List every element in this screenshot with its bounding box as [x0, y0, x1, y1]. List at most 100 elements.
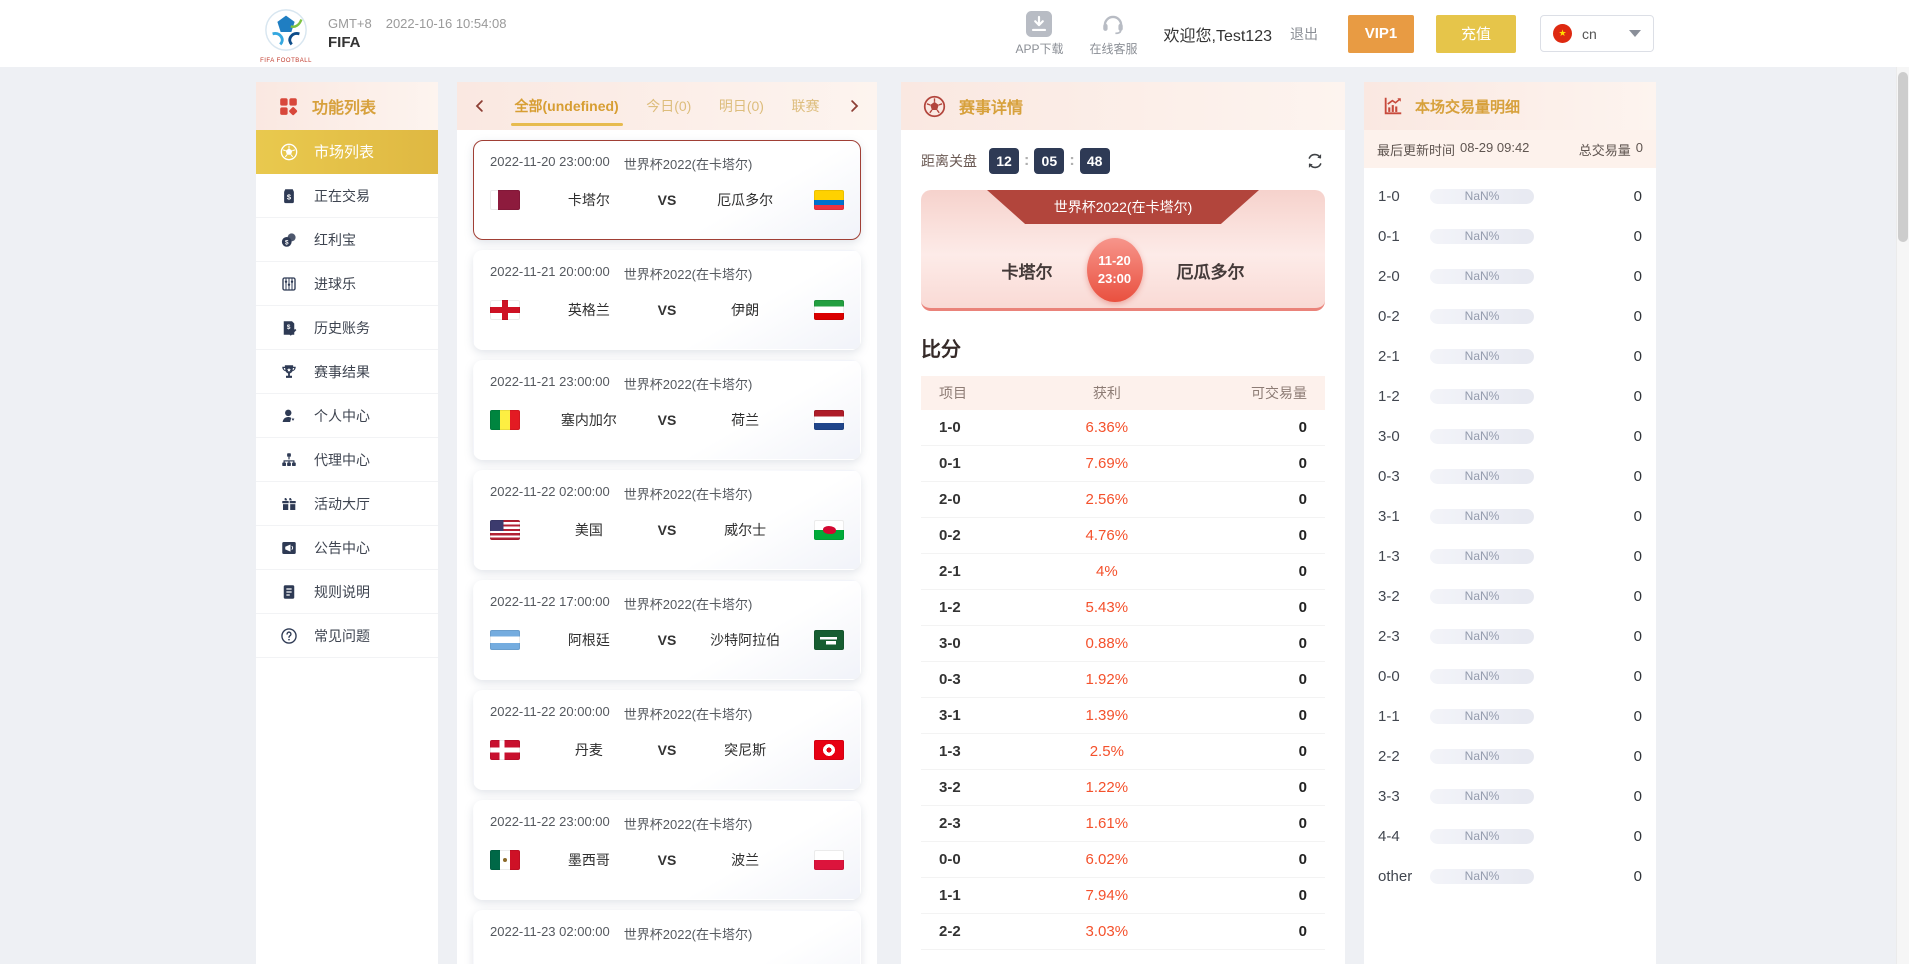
score-volume: 0	[1298, 455, 1307, 472]
sidebar-item[interactable]: 公告中心	[256, 526, 438, 570]
volume-value: 0	[1633, 787, 1642, 805]
score-profit: 7.94%	[1085, 887, 1129, 904]
score-table-row[interactable]: 0-2 4.76% 0	[921, 518, 1325, 554]
sidebar: 功能列表 市场列表 $ 正在交易 $ 红利宝 进球乐 $	[256, 82, 438, 964]
sidebar-item[interactable]: 常见问题	[256, 614, 438, 658]
sidebar-item[interactable]: $ 正在交易	[256, 174, 438, 218]
app-download-button[interactable]: APP下载	[1015, 10, 1063, 57]
score-table-row[interactable]: 1-3 2.5% 0	[921, 734, 1325, 770]
match-filter-tab[interactable]: 明日(0)	[718, 98, 764, 114]
sidebar-item-icon	[280, 627, 298, 645]
vip-button[interactable]: VIP1	[1348, 14, 1414, 53]
sidebar-item[interactable]: $ 历史账务	[256, 306, 438, 350]
sidebar-item[interactable]: 进球乐	[256, 262, 438, 306]
match-league: 世界杯2022(在卡塔尔)	[623, 377, 753, 392]
volume-progress-pill: NaN%	[1430, 348, 1534, 364]
page-scrollbar[interactable]	[1896, 0, 1909, 964]
volume-value: 0	[1633, 187, 1642, 205]
sidebar-item[interactable]: 个人中心	[256, 394, 438, 438]
home-flag-icon	[490, 410, 520, 430]
sidebar-item[interactable]: 活动大厅	[256, 482, 438, 526]
score-table-row[interactable]: 2-1 4% 0	[921, 554, 1325, 590]
match-card[interactable]: 2022-11-21 23:00:00 世界杯2022(在卡塔尔) 塞内加尔 V…	[473, 360, 861, 460]
total-volume-value: 0	[1635, 139, 1643, 155]
match-card[interactable]: 2022-11-22 17:00:00 世界杯2022(在卡塔尔) 阿根廷 VS…	[473, 580, 861, 680]
scrollbar-thumb[interactable]	[1898, 72, 1908, 242]
sidebar-item-icon	[280, 539, 298, 557]
svg-text:$: $	[287, 192, 292, 201]
vs-label: VS	[657, 302, 677, 318]
sidebar-item-icon: $	[280, 319, 298, 337]
volume-item: 2-0	[1378, 267, 1400, 285]
sidebar-item[interactable]: 市场列表	[256, 130, 438, 174]
score-item: 3-1	[939, 707, 961, 724]
app-logo[interactable]: FIFA FOOTBALL	[258, 3, 314, 64]
score-table-row[interactable]: 2-0 2.56% 0	[921, 482, 1325, 518]
top-bar: FIFA FOOTBALL GMT+8 2022-10-16 10:54:08 …	[0, 0, 1909, 67]
recharge-button[interactable]: 充值	[1436, 14, 1516, 53]
logout-link[interactable]: 退出	[1290, 25, 1318, 42]
current-datetime: 2022-10-16 10:54:08	[385, 16, 507, 31]
chevron-left-icon[interactable]	[471, 97, 489, 115]
match-datetime: 2022-11-22 23:00:00	[490, 814, 610, 829]
match-filter-tab[interactable]: 联赛	[791, 98, 820, 114]
score-table-row[interactable]: 3-1 1.39% 0	[921, 698, 1325, 734]
score-table-row[interactable]: 0-3 1.92% 0	[921, 662, 1325, 698]
sidebar-item-label: 常见问题	[314, 627, 370, 644]
match-card[interactable]: 2022-11-22 02:00:00 世界杯2022(在卡塔尔) 美国 VS …	[473, 470, 861, 570]
score-table-header: 项目 获利 可交易量	[921, 376, 1325, 410]
score-table-row[interactable]: 3-0 0.88% 0	[921, 626, 1325, 662]
volume-value: 0	[1633, 307, 1642, 325]
volume-value: 0	[1633, 747, 1642, 765]
download-icon	[1026, 10, 1053, 37]
volume-progress-pill: NaN%	[1430, 788, 1534, 804]
online-service-button[interactable]: 在线客服	[1089, 11, 1138, 57]
score-table-row[interactable]: 0-0 6.02% 0	[921, 842, 1325, 878]
match-card[interactable]: 2022-11-20 23:00:00 世界杯2022(在卡塔尔) 卡塔尔 VS…	[473, 140, 861, 240]
score-volume: 0	[1298, 887, 1307, 904]
sidebar-item[interactable]: 规则说明	[256, 570, 438, 614]
brand-block: GMT+8 2022-10-16 10:54:08 FIFA	[328, 16, 506, 51]
chevron-right-icon[interactable]	[845, 97, 863, 115]
score-table-row[interactable]: 2-3 1.61% 0	[921, 806, 1325, 842]
logo-caption: FIFA FOOTBALL	[260, 58, 312, 64]
score-profit: 1.39%	[1085, 707, 1129, 724]
volume-row: 1-2 NaN% 0	[1378, 376, 1642, 416]
score-volume: 0	[1298, 707, 1307, 724]
volume-row: 3-0 NaN% 0	[1378, 416, 1642, 456]
score-profit: 4.76%	[1085, 527, 1129, 544]
score-volume: 0	[1298, 527, 1307, 544]
score-table-row[interactable]: 1-2 5.43% 0	[921, 590, 1325, 626]
match-card[interactable]: 2022-11-21 20:00:00 世界杯2022(在卡塔尔) 英格兰 VS…	[473, 250, 861, 350]
sidebar-item[interactable]: 代理中心	[256, 438, 438, 482]
volume-pct: NaN%	[1464, 429, 1500, 443]
refresh-icon[interactable]	[1305, 151, 1325, 171]
score-table-row[interactable]: 0-1 7.69% 0	[921, 446, 1325, 482]
score-table-row[interactable]: 2-2 3.03% 0	[921, 914, 1325, 950]
svg-text:$: $	[287, 324, 291, 331]
match-card[interactable]: 2022-11-22 20:00:00 世界杯2022(在卡塔尔) 丹麦 VS …	[473, 690, 861, 790]
countdown-hours: 12	[989, 148, 1019, 174]
match-list-panel: 全部(undefined) 今日(0) 明日(0) 联赛 2022-11-20 …	[457, 82, 877, 964]
kickoff-date: 11-20	[1098, 252, 1131, 268]
score-item: 1-1	[939, 887, 961, 904]
home-flag-icon	[490, 740, 520, 760]
score-item: 3-2	[939, 779, 961, 796]
sidebar-item[interactable]: 赛事结果	[256, 350, 438, 394]
language-select[interactable]: ★ cn	[1540, 15, 1654, 52]
last-update-label: 最后更新时间	[1377, 142, 1456, 158]
away-flag-icon	[814, 520, 844, 540]
volume-subheader: 最后更新时间 08-29 09:42 总交易量 0	[1364, 130, 1656, 168]
score-table-row[interactable]: 3-2 1.22% 0	[921, 770, 1325, 806]
match-league: 世界杯2022(在卡塔尔)	[623, 597, 753, 612]
volume-value: 0	[1633, 867, 1642, 885]
sidebar-item[interactable]: $ 红利宝	[256, 218, 438, 262]
score-table-row[interactable]: 1-1 7.94% 0	[921, 878, 1325, 914]
match-card[interactable]: 2022-11-22 23:00:00 世界杯2022(在卡塔尔) 墨西哥 VS…	[473, 800, 861, 900]
banner-away-team: 厄瓜多尔	[1176, 262, 1245, 282]
match-filter-tab[interactable]: 全部(undefined)	[510, 92, 623, 126]
score-table-row[interactable]: 1-0 6.36% 0	[921, 410, 1325, 446]
match-filter-tab[interactable]: 今日(0)	[646, 98, 692, 114]
match-card[interactable]: 2022-11-23 02:00:00 世界杯2022(在卡塔尔) VS	[473, 910, 861, 964]
volume-row: 0-3 NaN% 0	[1378, 456, 1642, 496]
